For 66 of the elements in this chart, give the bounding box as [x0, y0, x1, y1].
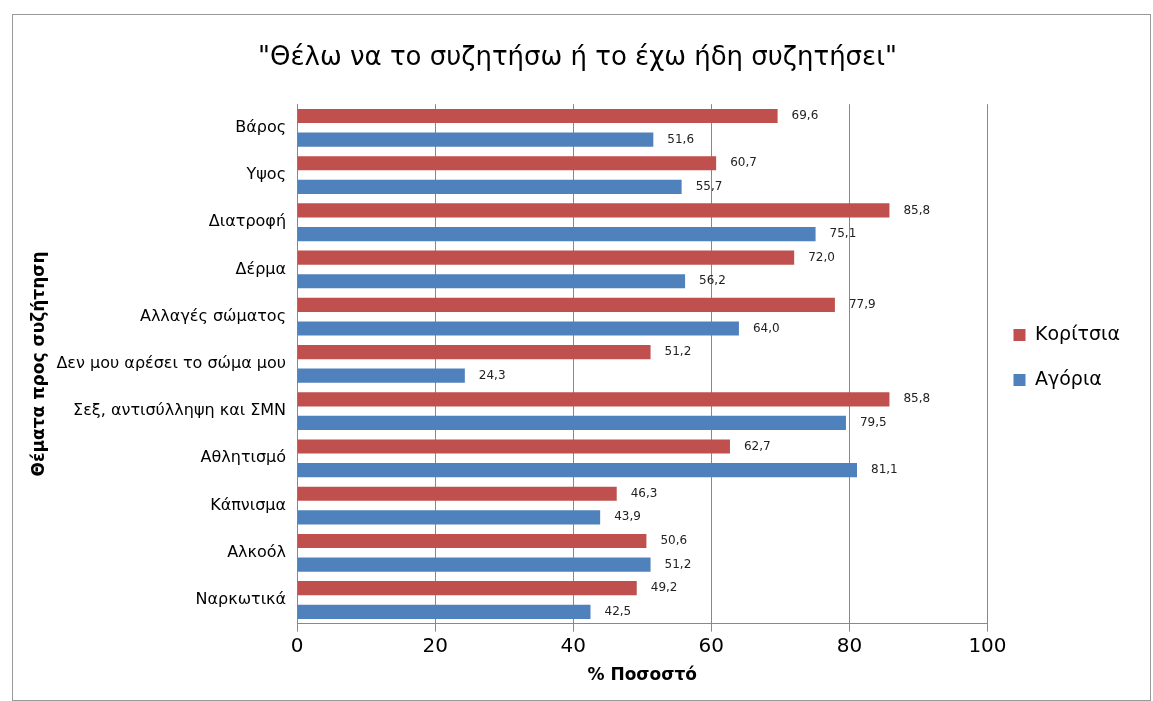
- bar: [297, 581, 637, 596]
- x-tick-label: 40: [560, 632, 586, 657]
- data-label: 51,6: [667, 131, 695, 146]
- data-label: 56,2: [699, 273, 726, 288]
- y-tick-label: Υψος: [245, 164, 287, 184]
- x-tick-label: 80: [836, 632, 863, 657]
- data-label: 72,0: [808, 249, 835, 264]
- legend-label: Κορίτσια: [1034, 321, 1121, 344]
- bar: [297, 108, 778, 124]
- bar: [297, 132, 654, 147]
- data-label: 51,2: [664, 344, 692, 359]
- bar: [297, 250, 795, 265]
- bar: [297, 463, 857, 478]
- data-label: 77,9: [848, 297, 876, 311]
- bar: [297, 510, 601, 525]
- y-tick-label: Ναρκωτικά: [195, 589, 287, 609]
- data-label: 50,6: [660, 533, 688, 548]
- x-tick-label: 0: [290, 632, 304, 657]
- data-label: 69,6: [791, 108, 819, 123]
- x-tick-label: 60: [698, 632, 725, 657]
- data-label: 64,0: [752, 320, 780, 335]
- y-tick-label: Αλκοόλ: [227, 541, 287, 561]
- bar: [297, 392, 890, 407]
- bar: [297, 557, 651, 572]
- bar: [297, 321, 739, 336]
- data-label: 79,5: [859, 415, 887, 430]
- y-tick-label: Δέρμα: [235, 258, 287, 278]
- data-label: 55,7: [695, 178, 723, 193]
- bar: [297, 368, 465, 383]
- bar: [297, 604, 591, 619]
- x-axis-title: % Ποσοστό: [587, 664, 698, 685]
- chart-title: "Θέλω να το συζητήσω ή το έχω ήδη συζητήσει": [258, 41, 897, 72]
- x-tick-label: 20: [422, 632, 448, 657]
- y-tick-label: Βάρος: [235, 116, 287, 136]
- data-label: 60,7: [730, 155, 757, 170]
- y-tick-label: Σεξ, αντισύλληψη και ΣΜΝ: [73, 400, 287, 420]
- bar: [297, 533, 647, 549]
- bar: [297, 297, 835, 312]
- bar: [297, 179, 682, 194]
- bar: [297, 203, 890, 218]
- data-label: 62,7: [743, 438, 771, 453]
- bar: [297, 486, 617, 501]
- y-tick-label: Δεν μου αρέσει το σώμα μου: [56, 353, 287, 373]
- data-label: 85,8: [903, 202, 931, 217]
- legend-label: Αγόρια: [1034, 366, 1102, 389]
- data-label: 46,3: [630, 485, 658, 500]
- y-tick-label: Αλλαγές σώματος: [139, 305, 287, 325]
- data-label: 81,1: [871, 462, 898, 477]
- bar: [297, 226, 816, 242]
- y-tick-label: Αθλητισμό: [200, 447, 287, 467]
- bar: [297, 156, 717, 171]
- bar: [297, 345, 651, 360]
- data-label: 85,8: [903, 391, 931, 406]
- bar: [297, 415, 846, 431]
- data-label: 49,2: [650, 580, 678, 595]
- y-axis-title: Θέματα προς συζήτηση: [27, 251, 48, 477]
- data-label: 42,5: [604, 603, 632, 618]
- data-label: 43,9: [614, 509, 641, 524]
- bar: [297, 439, 730, 454]
- x-tick-label: 100: [968, 632, 1007, 657]
- data-label: 24,3: [478, 367, 506, 382]
- data-label: 75,1: [829, 226, 857, 241]
- y-tick-label: Διατροφή: [208, 211, 287, 231]
- bar: [297, 274, 686, 289]
- data-label: 51,2: [664, 556, 692, 571]
- y-tick-label: Κάπνισμα: [210, 494, 287, 514]
